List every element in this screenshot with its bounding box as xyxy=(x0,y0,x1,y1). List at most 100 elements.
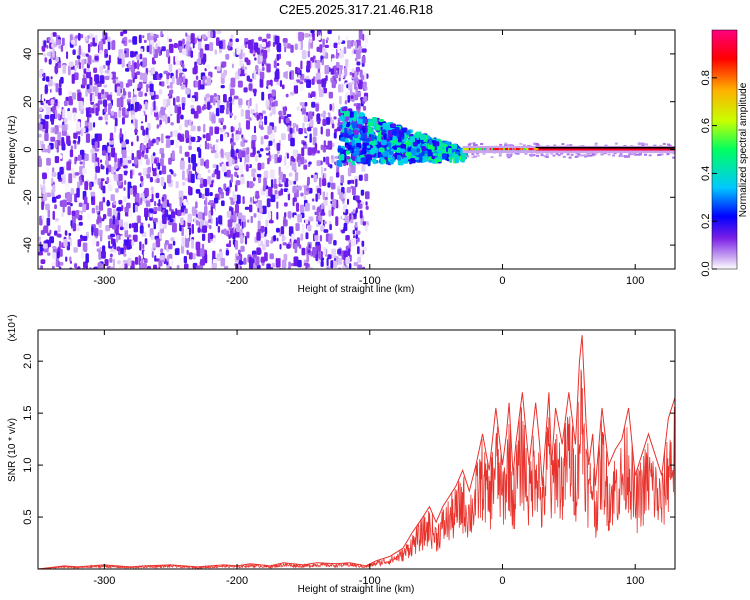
heatmap-cell xyxy=(192,67,197,75)
heatmap-cell xyxy=(209,95,214,103)
heatmap-cell xyxy=(166,174,172,184)
heatmap-cell xyxy=(269,253,274,260)
heatmap-cell xyxy=(299,81,304,85)
heatmap-cell xyxy=(367,159,371,167)
heatmap-cell xyxy=(307,127,312,132)
heatmap-cell xyxy=(259,71,265,80)
heatmap-cell xyxy=(45,203,50,211)
heatmap-cell xyxy=(179,196,182,207)
heatmap-cell xyxy=(153,100,156,111)
heatmap-cell xyxy=(381,136,385,140)
heatmap-cell xyxy=(280,226,285,235)
heatmap-cell xyxy=(349,89,353,96)
heatmap-cell xyxy=(110,166,115,175)
heatmap-cell xyxy=(99,65,104,74)
heatmap-cell xyxy=(153,200,157,207)
heatmap-cell xyxy=(153,217,158,223)
heatmap-cell xyxy=(159,224,164,229)
heatmap-cell xyxy=(278,183,283,188)
x-tick-label: -300 xyxy=(93,575,115,587)
heatmap-cell xyxy=(211,115,216,124)
heatmap-cell xyxy=(62,108,66,119)
heatmap-cell xyxy=(441,153,447,160)
heatmap-cell xyxy=(499,148,503,151)
heatmap-cell xyxy=(305,218,309,225)
heatmap-cell xyxy=(142,243,145,250)
heatmap-cell xyxy=(327,254,332,260)
heatmap-cell xyxy=(348,82,353,91)
heatmap-cell xyxy=(255,256,260,266)
heatmap-cell xyxy=(266,33,271,39)
heatmap-cell xyxy=(38,133,42,138)
snr-frame xyxy=(37,329,676,570)
heatmap-cell xyxy=(199,144,202,148)
heatmap-cell xyxy=(354,80,357,90)
heatmap-cell xyxy=(85,107,88,112)
heatmap-cell xyxy=(288,180,293,186)
heatmap-cell xyxy=(270,179,274,189)
heatmap-cell xyxy=(202,179,208,187)
heatmap-cell xyxy=(339,124,343,128)
heatmap-cell xyxy=(74,143,77,150)
heatmap-cell xyxy=(107,145,111,153)
heatmap-cell xyxy=(283,106,287,116)
heatmap-cell xyxy=(124,229,129,238)
heatmap-cell xyxy=(204,140,207,150)
heatmap-cell xyxy=(81,250,85,259)
heatmap-cell xyxy=(114,174,119,182)
heatmap-cell xyxy=(180,114,184,120)
heatmap-cell xyxy=(140,222,144,226)
heatmap-cell xyxy=(416,148,420,153)
heatmap-cell xyxy=(80,234,83,239)
heatmap-cell xyxy=(176,68,182,73)
heatmap-cell xyxy=(142,129,146,136)
heatmap-cell xyxy=(263,49,268,59)
heatmap-cell xyxy=(82,235,88,241)
heatmap-cell xyxy=(172,97,176,106)
heatmap-cell xyxy=(159,255,165,260)
heatmap-cell xyxy=(293,180,297,185)
heatmap-cell xyxy=(165,95,169,100)
heatmap-cell xyxy=(258,36,263,42)
heatmap-cell xyxy=(327,30,332,35)
heatmap-cell xyxy=(345,257,350,265)
heatmap-cell xyxy=(472,142,476,145)
heatmap-cell xyxy=(309,39,313,44)
heatmap-cell xyxy=(121,262,125,269)
heatmap-cell xyxy=(57,194,62,199)
heatmap-cell xyxy=(254,155,259,163)
heatmap-cell xyxy=(296,32,299,39)
heatmap-cell xyxy=(557,154,561,157)
heatmap-cell xyxy=(252,146,256,156)
heatmap-cell xyxy=(566,144,570,147)
heatmap-cell xyxy=(70,145,74,150)
heatmap-cell xyxy=(94,172,97,180)
heatmap-cell xyxy=(143,136,149,144)
heatmap-cell xyxy=(156,178,160,184)
heatmap-cell xyxy=(382,150,388,157)
heatmap-cell xyxy=(227,45,231,50)
heatmap-cell xyxy=(223,93,227,103)
heatmap-cell xyxy=(171,150,175,160)
heatmap-cell xyxy=(117,206,122,212)
heatmap-cell xyxy=(261,205,267,215)
heatmap-cell xyxy=(594,152,598,155)
heatmap-cell xyxy=(259,119,263,126)
heatmap-cell xyxy=(119,226,124,231)
heatmap-cell xyxy=(97,262,102,269)
heatmap-cell xyxy=(392,136,397,140)
heatmap-cell xyxy=(160,81,165,87)
colorbar-tick-label: 0.0 xyxy=(700,261,712,276)
heatmap-cell xyxy=(47,209,51,218)
heatmap-cell xyxy=(390,123,396,127)
heatmap-cell xyxy=(133,156,138,165)
heatmap-cell xyxy=(188,156,191,164)
heatmap-cell xyxy=(179,60,183,66)
heatmap-cell xyxy=(199,158,204,166)
heatmap-cell xyxy=(239,164,244,174)
heatmap-cell xyxy=(129,252,133,258)
heatmap-cell xyxy=(303,159,307,164)
heatmap-cell xyxy=(623,155,627,158)
heatmap-cell xyxy=(263,170,269,180)
